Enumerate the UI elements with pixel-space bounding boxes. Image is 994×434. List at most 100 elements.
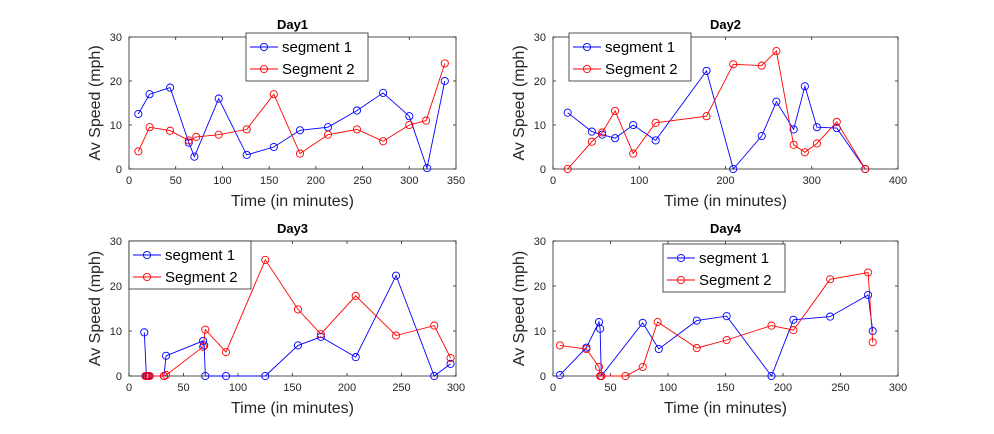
data-point [868, 338, 877, 347]
data-point [352, 125, 362, 134]
series-line [567, 69, 866, 170]
data-point [184, 138, 193, 147]
legend-marker [676, 253, 686, 263]
data-point [722, 312, 731, 321]
data-point [653, 317, 662, 327]
data-point [405, 112, 414, 121]
legend-box [128, 240, 252, 290]
x-tick-label: 0 [126, 175, 132, 187]
data-point [864, 268, 873, 277]
y-tick-label: 0 [540, 371, 546, 383]
y-tick-label: 0 [540, 164, 546, 176]
data-point [789, 315, 798, 324]
data-point [597, 371, 606, 381]
y-tick-label: 30 [110, 32, 122, 44]
x-tick-label: 250 [353, 175, 371, 187]
data-point [587, 127, 596, 136]
data-point [269, 90, 278, 99]
data-point [789, 326, 798, 335]
data-point [812, 123, 821, 132]
data-point [767, 321, 776, 330]
legend-box [568, 32, 692, 82]
data-point [379, 88, 388, 97]
data-point [293, 305, 303, 314]
data-point [621, 371, 630, 381]
data-point [800, 82, 809, 91]
legend-marker [582, 42, 592, 52]
data-point [702, 112, 711, 121]
series-line [137, 80, 446, 170]
x-tick-label: 300 [400, 175, 418, 187]
legend-label: Segment 2 [605, 61, 678, 78]
data-point [391, 331, 401, 340]
x-axis-label: Time (in minutes) [231, 193, 354, 210]
series-line [137, 63, 446, 155]
data-point [446, 359, 455, 368]
y-tick-label: 10 [110, 120, 122, 132]
data-point [629, 120, 638, 130]
data-point [143, 371, 152, 381]
x-tick-label: 0 [550, 175, 556, 187]
x-tick-label: 150 [283, 382, 301, 394]
data-point [145, 123, 154, 132]
x-tick-label: 200 [307, 175, 325, 187]
data-point [184, 136, 193, 145]
y-tick-label: 20 [534, 76, 546, 88]
data-point [832, 117, 841, 126]
data-point [422, 116, 431, 125]
x-tick-label: 150 [260, 175, 278, 187]
x-tick-label: 100 [229, 382, 247, 394]
data-point [651, 118, 660, 127]
data-point [316, 332, 325, 341]
legend-marker [676, 275, 686, 285]
data-point [598, 128, 607, 137]
data-point [772, 47, 781, 56]
data-point [166, 126, 175, 135]
legend-marker [259, 64, 269, 74]
data-point [729, 60, 738, 69]
data-point [200, 341, 209, 350]
x-tick-label: 350 [447, 175, 465, 187]
series-segment-2 [134, 59, 449, 158]
legend-box [662, 243, 786, 293]
data-point [162, 371, 171, 380]
data-point [868, 326, 877, 336]
data-point [555, 341, 564, 350]
data-point [261, 255, 270, 264]
data-point [563, 164, 572, 174]
x-tick-label: 50 [170, 175, 182, 187]
y-tick-label: 20 [534, 281, 546, 293]
series-segment-2 [141, 255, 455, 381]
data-point [757, 131, 766, 141]
data-point [800, 148, 809, 157]
x-tick-label: 400 [889, 175, 907, 187]
data-point [864, 290, 873, 300]
y-tick-label: 20 [110, 76, 122, 88]
x-tick-label: 50 [604, 382, 616, 394]
data-point [629, 149, 638, 158]
x-tick-label: 0 [126, 382, 132, 394]
data-point [692, 344, 701, 353]
series-segment-2 [563, 47, 870, 174]
data-point [812, 139, 821, 148]
x-tick-label: 250 [831, 382, 849, 394]
data-point [134, 109, 143, 119]
series-segment-1 [134, 76, 449, 173]
data-point [692, 316, 701, 325]
data-point [789, 140, 798, 149]
legend: segment 1 Segment 2 [568, 32, 692, 82]
data-point [351, 353, 360, 362]
data-point [422, 164, 432, 173]
data-point [654, 344, 663, 354]
data-point [190, 152, 199, 161]
data-point [201, 325, 210, 334]
data-point [430, 371, 439, 381]
x-tick-label: 100 [213, 175, 231, 187]
x-tick-label: 0 [550, 382, 556, 394]
subplot-title: Day1 [277, 17, 308, 32]
data-point [767, 371, 776, 381]
data-point [162, 351, 171, 360]
data-point [242, 150, 251, 159]
y-tick-label: 10 [534, 326, 546, 338]
series-segment-1 [555, 290, 877, 381]
